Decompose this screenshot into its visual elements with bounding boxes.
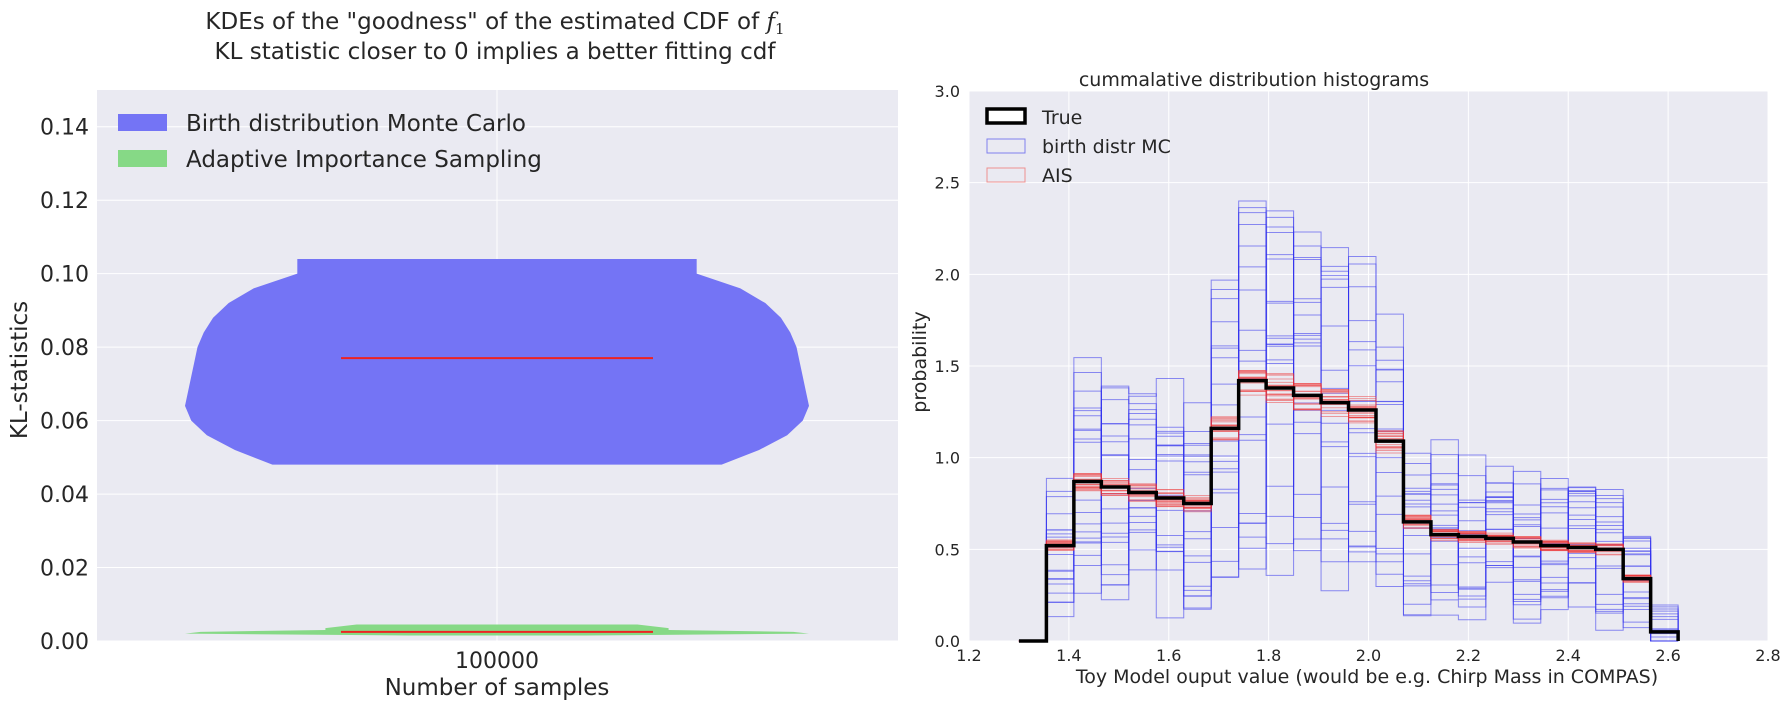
legend-swatch-birth-mc: [986, 138, 1026, 154]
violin-y-tick-labels: 0.00 0.02 0.04 0.06 0.08 0.10 0.12 0.14: [40, 116, 89, 655]
histogram-y-tick: 3.0: [935, 82, 960, 101]
histogram-x-tick: 2.8: [1755, 646, 1780, 665]
legend-label-ais: AIS: [1042, 165, 1073, 187]
violin-chart-title-line2: KL statistic closer to 0 implies a bette…: [215, 39, 777, 65]
histogram-x-tick: 2.6: [1655, 646, 1680, 665]
ais-run-line: [1018, 370, 1679, 642]
title-symbol-subscript: 1: [775, 20, 785, 38]
violin-y-tick: 0.08: [40, 336, 89, 361]
violin-x-tick: 100000: [455, 649, 539, 674]
violin-y-tick: 0.00: [40, 630, 89, 655]
violin-y-tick: 0.04: [40, 483, 89, 508]
histogram-legend: True birth distr MC AIS: [985, 107, 1171, 187]
legend-swatch-birth-mc: [118, 114, 167, 131]
legend-label-ais: Adaptive Importance Sampling: [186, 147, 542, 173]
histogram-y-tick: 0.0: [935, 632, 960, 651]
legend-swatch-ais: [986, 167, 1026, 183]
histogram-x-tick: 1.2: [956, 646, 981, 665]
ais-run-line: [1018, 385, 1679, 642]
histogram-steps: [1018, 200, 1680, 643]
histogram-x-tick: 2.2: [1456, 646, 1481, 665]
title-symbol-f: f: [765, 9, 779, 35]
violin-birth-mc: [185, 258, 809, 465]
violin-y-tick: 0.06: [40, 410, 89, 435]
histogram-chart-title: cummalative distribution histograms: [1079, 69, 1429, 91]
histogram-x-tick: 2.4: [1556, 646, 1581, 665]
violin-y-tick: 0.10: [40, 263, 89, 288]
violin-bodies: [185, 258, 809, 636]
violin-y-tick: 0.14: [40, 116, 89, 141]
legend-label-birth-mc: birth distr MC: [1042, 136, 1171, 158]
violin-chart: KDEs of the "goodness" of the estimated …: [7, 9, 898, 701]
histogram-y-tick: 0.5: [935, 540, 960, 559]
histogram-x-tick-labels: 1.2 1.4 1.6 1.8 2.0 2.2 2.4 2.6 2.8: [956, 646, 1780, 665]
histogram-chart: cummalative distribution histograms 0.00…: [909, 69, 1781, 688]
histogram-y-tick: 2.0: [935, 265, 960, 284]
violin-y-tick: 0.02: [40, 557, 89, 582]
violin-chart-title-line1: KDEs of the "goodness" of the estimated …: [205, 9, 784, 38]
violin-legend: Birth distribution Monte Carlo Adaptive …: [118, 111, 542, 173]
violin-y-tick: 0.12: [40, 189, 89, 214]
histogram-y-tick: 1.5: [935, 357, 960, 376]
violin-y-axis-label: KL-statistics: [7, 301, 33, 439]
histogram-x-tick: 1.4: [1056, 646, 1081, 665]
histogram-y-tick: 2.5: [935, 174, 960, 193]
histogram-x-tick: 1.8: [1256, 646, 1281, 665]
histogram-x-tick: 1.6: [1156, 646, 1181, 665]
histogram-y-tick: 1.0: [935, 449, 960, 468]
violin-x-tick-labels: 100000: [455, 649, 539, 674]
histogram-x-axis-label: Toy Model ouput value (would be e.g. Chi…: [1075, 666, 1658, 688]
violin-x-axis-label: Number of samples: [385, 675, 610, 701]
histogram-y-axis-label: probability: [909, 311, 931, 412]
legend-swatch-ais: [118, 150, 167, 167]
legend-label-true: True: [1041, 107, 1082, 129]
ais-run-line: [1018, 370, 1679, 642]
legend-swatch-true: [985, 107, 1027, 125]
legend-label-birth-mc: Birth distribution Monte Carlo: [186, 111, 526, 137]
histogram-y-tick-labels: 0.0 0.5 1.0 1.5 2.0 2.5 3.0: [935, 82, 960, 651]
histogram-x-tick: 2.0: [1356, 646, 1381, 665]
true-distribution-line: [1018, 378, 1680, 643]
histogram-grid: [968, 90, 1769, 642]
